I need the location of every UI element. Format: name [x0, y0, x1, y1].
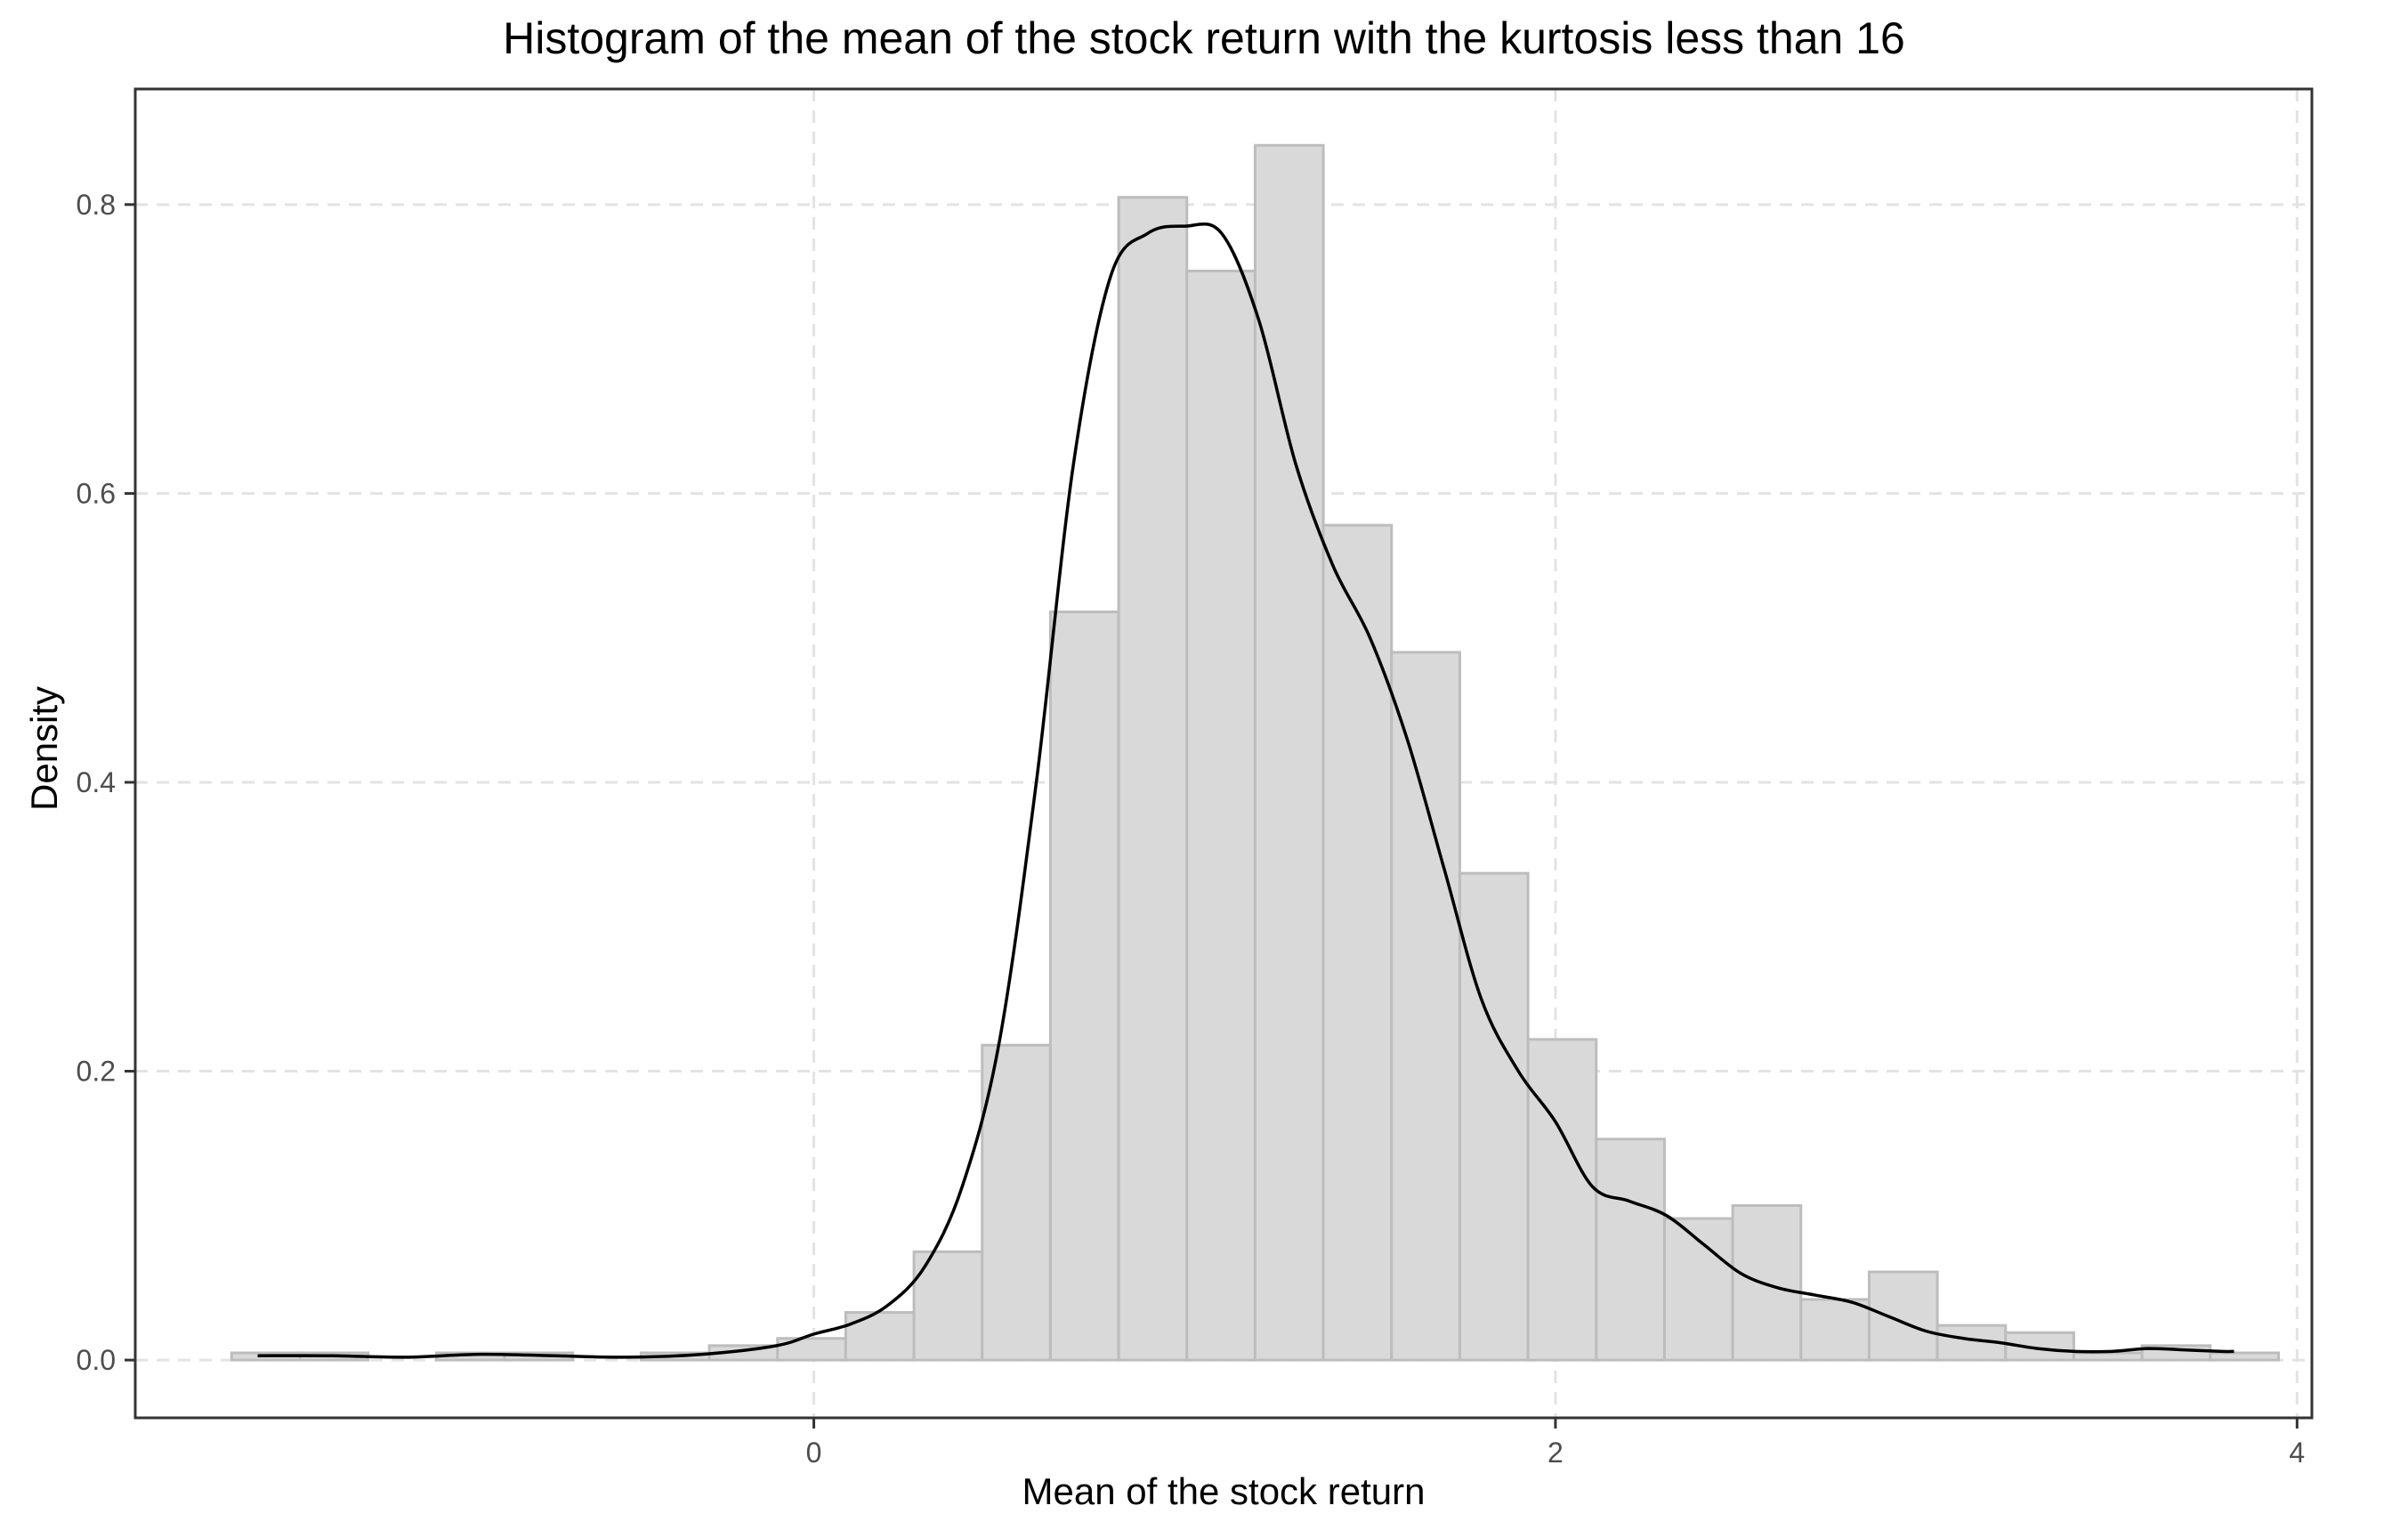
histogram-bar-16 [1321, 523, 1394, 1362]
histogram-bar-20 [1595, 1137, 1666, 1362]
histogram-bar-9 [844, 1311, 916, 1362]
histogram-bar-10 [912, 1250, 984, 1362]
histogram-bar-15 [1253, 143, 1325, 1362]
histogram-bar-27 [2072, 1351, 2144, 1362]
y-tick-label-4: 0.8 [77, 189, 116, 221]
density-curve [257, 222, 2234, 1359]
histogram-bar-29 [2209, 1351, 2280, 1362]
y-tick-label-2: 0.4 [77, 766, 116, 798]
histogram-bar-12 [1048, 610, 1120, 1362]
y-tick-label-3: 0.6 [77, 477, 116, 509]
panel-border [133, 87, 2314, 1420]
x-tick-label-0: 0 [806, 1437, 822, 1469]
x-tick-label-2: 4 [2289, 1437, 2305, 1469]
y-tick-label-1: 0.2 [77, 1056, 116, 1088]
histogram-bar-11 [981, 1043, 1052, 1362]
chart-title: Histogram of the mean of the stock retur… [503, 13, 1905, 63]
x-tick-label-1: 2 [1547, 1437, 1564, 1469]
histogram-bar-23 [1799, 1298, 1871, 1362]
y-axis-label: Density [23, 685, 65, 811]
histogram-bar-26 [2004, 1331, 2075, 1362]
histogram-bar-18 [1458, 871, 1530, 1362]
histogram-bar-14 [1185, 269, 1257, 1362]
y-tick-label-0: 0.0 [77, 1344, 116, 1376]
histogram-bar-24 [1867, 1270, 1939, 1362]
histogram-bar-13 [1117, 196, 1189, 1362]
x-axis-label: Mean of the stock return [1022, 1470, 1426, 1512]
histogram-bar-17 [1390, 651, 1461, 1362]
histogram-bar-19 [1526, 1038, 1598, 1362]
